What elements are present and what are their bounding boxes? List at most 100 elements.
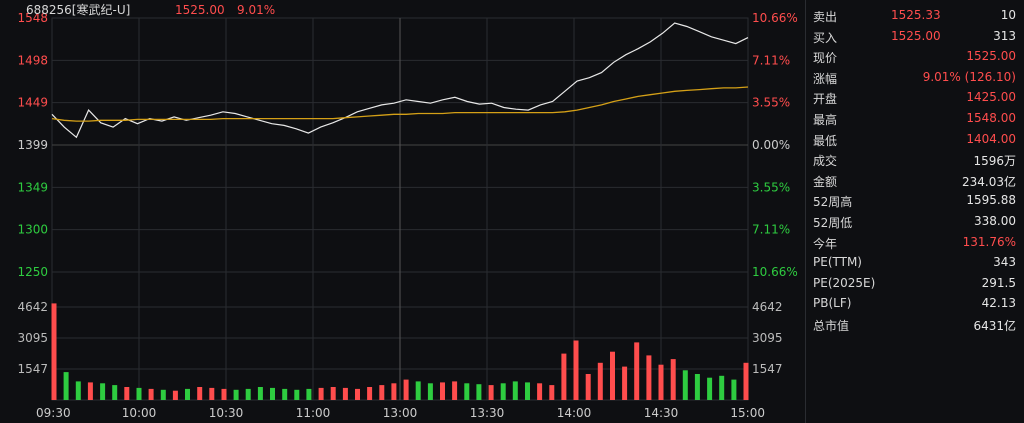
volume-bar [743, 362, 749, 400]
quote-price: 1525.33 [891, 8, 941, 22]
volume-bar [185, 388, 190, 400]
volume-bar [585, 374, 591, 400]
volume-bar [670, 359, 676, 400]
time-tick-label: 13:00 [383, 406, 418, 420]
quote-row: 最高 1548.00 [806, 108, 1024, 128]
time-tick-label: 13:30 [470, 406, 505, 420]
quote-row: 现价 1525.00 [806, 46, 1024, 66]
pct-tick-label: 7.11% [752, 53, 790, 67]
volume-bar [355, 388, 360, 400]
quote-label: 金额 [813, 174, 838, 189]
volume-bar [294, 389, 300, 400]
volume-bar [367, 387, 373, 400]
quote-label: PB(LF) [813, 296, 852, 311]
quote-value: 6431亿 [973, 319, 1016, 333]
volume-bar [537, 383, 543, 400]
volume-bar [257, 387, 263, 400]
volume-bar [622, 366, 628, 400]
volume-bar [100, 383, 106, 400]
quote-row: 卖出 1525.33 10 [806, 5, 1024, 25]
quote-label: 买入 [813, 30, 838, 45]
price-tick-label: 1399 [17, 138, 48, 152]
time-tick-label: 14:30 [644, 406, 679, 420]
stock-code-title: 688256[寒武纪-U] [26, 2, 130, 17]
quote-row: 52周低 338.00 [806, 211, 1024, 231]
volume-bar [573, 340, 579, 400]
volume-bar [440, 382, 445, 400]
quote-value: 1595.88 [966, 193, 1016, 208]
intraday-chart[interactable]: 1548 10.66% 1498 7.11% 1449 3.55% 1399 0.00% 134… [0, 0, 805, 423]
quote-value: 9.01% (126.10) [922, 69, 1016, 84]
quote-value: 131.76% [962, 234, 1016, 249]
time-tick-label: 10:00 [122, 406, 157, 420]
price-tick-label: 1300 [17, 223, 48, 237]
volume-bar [233, 389, 239, 400]
quote-label: 最高 [813, 113, 838, 127]
volume-bar [452, 381, 458, 400]
quote-row: 今年 131.76% [806, 232, 1024, 252]
quote-price: 1525.00 [891, 28, 941, 43]
quote-label: 成交 [813, 154, 838, 169]
volume-bar [658, 364, 664, 400]
quote-value: 1425.00 [966, 90, 1016, 105]
volume-bar [488, 385, 494, 400]
quote-row: PE(TTM) 343 [806, 252, 1024, 272]
quote-value: 1596万 [973, 154, 1016, 169]
volume-bar [597, 362, 603, 400]
quote-label: 最低 [813, 133, 838, 148]
volume-tick-label: 4642 [17, 300, 48, 314]
quote-label: 现价 [813, 51, 838, 66]
volume-bar [731, 379, 737, 400]
quote-label: 52周高 [813, 195, 853, 210]
volume-bar [476, 384, 482, 400]
pct-tick-label: 3.55% [752, 96, 790, 110]
pct-tick-label: 3.55% [752, 180, 790, 194]
quote-row: 涨幅 9.01% (126.10) [806, 67, 1024, 87]
volume-bar [500, 383, 506, 400]
quote-row: 成交 1596万 [806, 149, 1024, 169]
time-tick-label: 10:30 [209, 406, 244, 420]
time-tick-label: 11:00 [296, 406, 331, 420]
volume-bar [112, 385, 118, 400]
quote-label: 总市值 [813, 319, 850, 333]
quote-label: PE(TTM) [813, 255, 862, 270]
quote-detail-panel: 卖出 1525.33 10 买入 1525.00 313 现价 1525.00 涨幅 9.01% … [805, 0, 1024, 423]
quote-label: 开盘 [813, 92, 838, 107]
quote-value: 1404.00 [966, 131, 1016, 146]
volume-bar [646, 355, 652, 400]
price-tick-label: 1349 [17, 180, 48, 194]
quote-row: 开盘 1425.00 [806, 87, 1024, 107]
volume-bar [75, 381, 81, 400]
average-price-line [51, 86, 749, 122]
pct-tick-label: 10.66% [752, 265, 798, 279]
volume-bar [719, 375, 725, 400]
volume-bar [63, 372, 69, 400]
volume-bar [51, 303, 57, 400]
volume-bar [172, 390, 178, 400]
volume-bar [209, 387, 215, 400]
volume-tick-label: 3095 [17, 331, 48, 345]
volume-bar [415, 381, 421, 400]
quote-value: 1525.00 [966, 49, 1016, 64]
quote-row: 最低 1404.00 [806, 129, 1024, 149]
volume-bar [391, 383, 397, 400]
pct-tick-label: 7.11% [752, 223, 790, 237]
quote-quantity: 10 [1000, 8, 1016, 22]
quote-value: 338.00 [974, 214, 1016, 228]
volume-bar [160, 389, 166, 400]
volume-bar [512, 381, 518, 400]
quote-row: PB(LF) 42.13 [806, 293, 1024, 313]
quote-label: 涨幅 [813, 71, 838, 86]
quote-value: 234.03亿 [962, 174, 1016, 189]
volume-bar [464, 383, 470, 400]
volume-bar [403, 379, 409, 400]
volume-bar [427, 383, 433, 400]
volume-bar [87, 382, 93, 400]
volume-bar [525, 382, 530, 400]
quote-label: 52周低 [813, 216, 853, 230]
volume-bar [610, 351, 615, 400]
time-tick-label: 14:00 [557, 406, 592, 420]
quote-row: 总市值 6431亿 [806, 314, 1024, 334]
volume-bar [707, 377, 713, 400]
